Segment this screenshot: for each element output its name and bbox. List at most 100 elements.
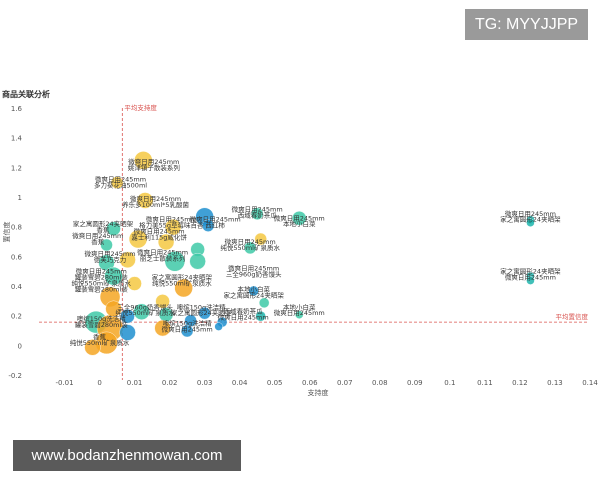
scatter-point[interactable] xyxy=(119,324,136,341)
point-label: 家之寓圆形24夹晒架 xyxy=(152,273,213,282)
x-tick-label: 0.13 xyxy=(547,379,563,387)
scatter-point[interactable] xyxy=(157,233,175,251)
point-label: 微爽日用245mm xyxy=(85,249,136,258)
point-label: 家之寓圆形24夹晒架 xyxy=(171,308,232,317)
scatter-point[interactable] xyxy=(106,221,121,236)
x-tick-label: 0.03 xyxy=(197,379,213,387)
scatter-point[interactable] xyxy=(100,238,113,252)
scatter-point[interactable] xyxy=(526,276,535,285)
x-axis-label: 支持度 xyxy=(308,388,329,397)
point-label: 多力葵花油500ml xyxy=(94,181,147,190)
y-tick-label: 1 xyxy=(18,194,22,202)
point-label: 本地小白菜 xyxy=(283,302,316,311)
point-label: 微爽日用245mm xyxy=(225,237,276,246)
point-label: 罐装雪碧280ml装 xyxy=(75,273,129,282)
watermark-top: TG: MYYJJPP xyxy=(465,9,588,40)
point-label: 香蕉 xyxy=(93,332,107,341)
point-label: 微爽日用245mm xyxy=(134,227,185,236)
x-tick-label: -0.01 xyxy=(55,379,73,387)
scatter-point[interactable] xyxy=(295,310,304,319)
scatter-point[interactable] xyxy=(164,251,186,272)
point-label: 噢缤150g洗洁精 xyxy=(177,302,227,311)
x-tick-label: 0.07 xyxy=(337,379,353,387)
x-tick-label: 0.05 xyxy=(267,379,283,387)
point-label: 微爽日用245mm xyxy=(72,231,123,240)
x-tick-label: 0.01 xyxy=(127,379,143,387)
point-label: 微爽日用245mm xyxy=(95,175,146,184)
point-label: 微爽日用245mm xyxy=(274,213,325,222)
points-layer xyxy=(84,151,535,356)
scatter-point[interactable] xyxy=(155,294,170,309)
scatter-point[interactable] xyxy=(255,310,266,322)
scatter-point[interactable] xyxy=(154,319,171,337)
point-label: 三全960g奶香馒头 xyxy=(117,302,173,311)
point-label: 微爽日用245mm xyxy=(232,204,283,213)
point-label: 格力美55g草莓味百香 xyxy=(139,221,204,230)
x-tick-label: 0.11 xyxy=(477,379,493,387)
point-label: 微爽日用245mm xyxy=(162,325,213,334)
point-label: 微爽日用245mm xyxy=(505,209,556,218)
point-label: 罐装雪碧280ml装 xyxy=(75,320,129,329)
scatter-point[interactable] xyxy=(84,339,101,356)
scatter-point[interactable] xyxy=(259,297,270,309)
scatter-point[interactable] xyxy=(128,229,148,249)
scatter-point[interactable] xyxy=(254,232,267,246)
x-tick-label: 0.08 xyxy=(372,379,388,387)
x-tick-label: 0 xyxy=(97,379,101,387)
scatter-point[interactable] xyxy=(104,266,123,286)
scatter-point[interactable] xyxy=(134,151,153,170)
y-tick-label: 1.4 xyxy=(11,135,23,143)
point-label: 噢缤150g洗洁精 xyxy=(163,319,213,328)
scatter-point[interactable] xyxy=(119,251,136,269)
scatter-point[interactable] xyxy=(127,276,142,291)
scatter-point[interactable] xyxy=(133,303,150,320)
point-label: 微爽日用245mm xyxy=(228,264,279,273)
scatter-point[interactable] xyxy=(105,300,122,317)
x-tick-label: 0.14 xyxy=(582,379,598,387)
point-label: 西域春奶茶瓜 xyxy=(238,210,278,219)
point-label: 噢缤150g洗洁精 xyxy=(77,314,127,323)
avg-support-label: 平均支持度 xyxy=(124,103,157,112)
point-label: 家之寓圆形24夹晒架 xyxy=(500,215,561,224)
watermark-bottom: www.bodanzhenmowan.com xyxy=(13,440,241,471)
point-label: 微爽日用245mm xyxy=(190,215,241,224)
scatter-point[interactable] xyxy=(243,241,257,255)
scatter-point[interactable] xyxy=(292,211,307,226)
scatter-point[interactable] xyxy=(110,176,124,189)
scatter-point[interactable] xyxy=(164,218,182,236)
scatter-point[interactable] xyxy=(198,307,211,320)
point-label: 罐装雪碧280ml装 xyxy=(75,284,129,293)
point-label: 西域春奶茶瓜 xyxy=(224,307,264,316)
scatter-point[interactable] xyxy=(174,278,193,298)
scatter-point[interactable] xyxy=(136,192,154,209)
point-label: 微爽日用245mm xyxy=(146,215,197,224)
y-tick-label: 1.6 xyxy=(11,105,23,113)
x-tick-label: 0.12 xyxy=(512,379,528,387)
scatter-point[interactable] xyxy=(201,219,215,232)
point-label: 纯悦550ml矿泉质水 xyxy=(72,279,132,288)
point-label: 微爽日用245mm xyxy=(218,313,269,322)
scatter-point[interactable] xyxy=(189,253,206,270)
point-label: 三全960g奶香馒头 xyxy=(226,270,282,279)
scatter-point[interactable] xyxy=(180,324,194,338)
point-label: 香蕉 xyxy=(97,225,111,234)
scatter-point[interactable] xyxy=(250,207,264,221)
scatter-point[interactable] xyxy=(120,308,135,324)
x-tick-label: 0.1 xyxy=(444,379,455,387)
point-label: 纯悦550ml矿泉质水 xyxy=(115,308,175,317)
y-tick-label: 0.4 xyxy=(11,283,23,291)
point-label: 丽芝士散装系列 xyxy=(140,253,186,262)
y-tick-label: -0.2 xyxy=(8,372,22,380)
point-label: 本地小白菜 xyxy=(283,219,316,228)
scatter-point[interactable] xyxy=(248,285,259,297)
scatter-point[interactable] xyxy=(214,322,223,331)
point-labels: 微爽日用245mm姚津镇子散装系列微爽日用245mm多力葵花油500ml微爽日用… xyxy=(70,157,561,347)
point-label: 香蕉 xyxy=(91,237,105,246)
scatter-point[interactable] xyxy=(526,218,535,227)
point-label: 嘉士利115g威化饼 xyxy=(131,233,187,242)
avg-confidence-label: 平均置信度 xyxy=(556,312,589,321)
point-label: 德芙巧克力 xyxy=(94,255,127,264)
point-label: 养乐多100ml*5乳酸菌 xyxy=(122,200,189,209)
point-label: 纯悦550ml矿泉质水 xyxy=(220,243,280,252)
